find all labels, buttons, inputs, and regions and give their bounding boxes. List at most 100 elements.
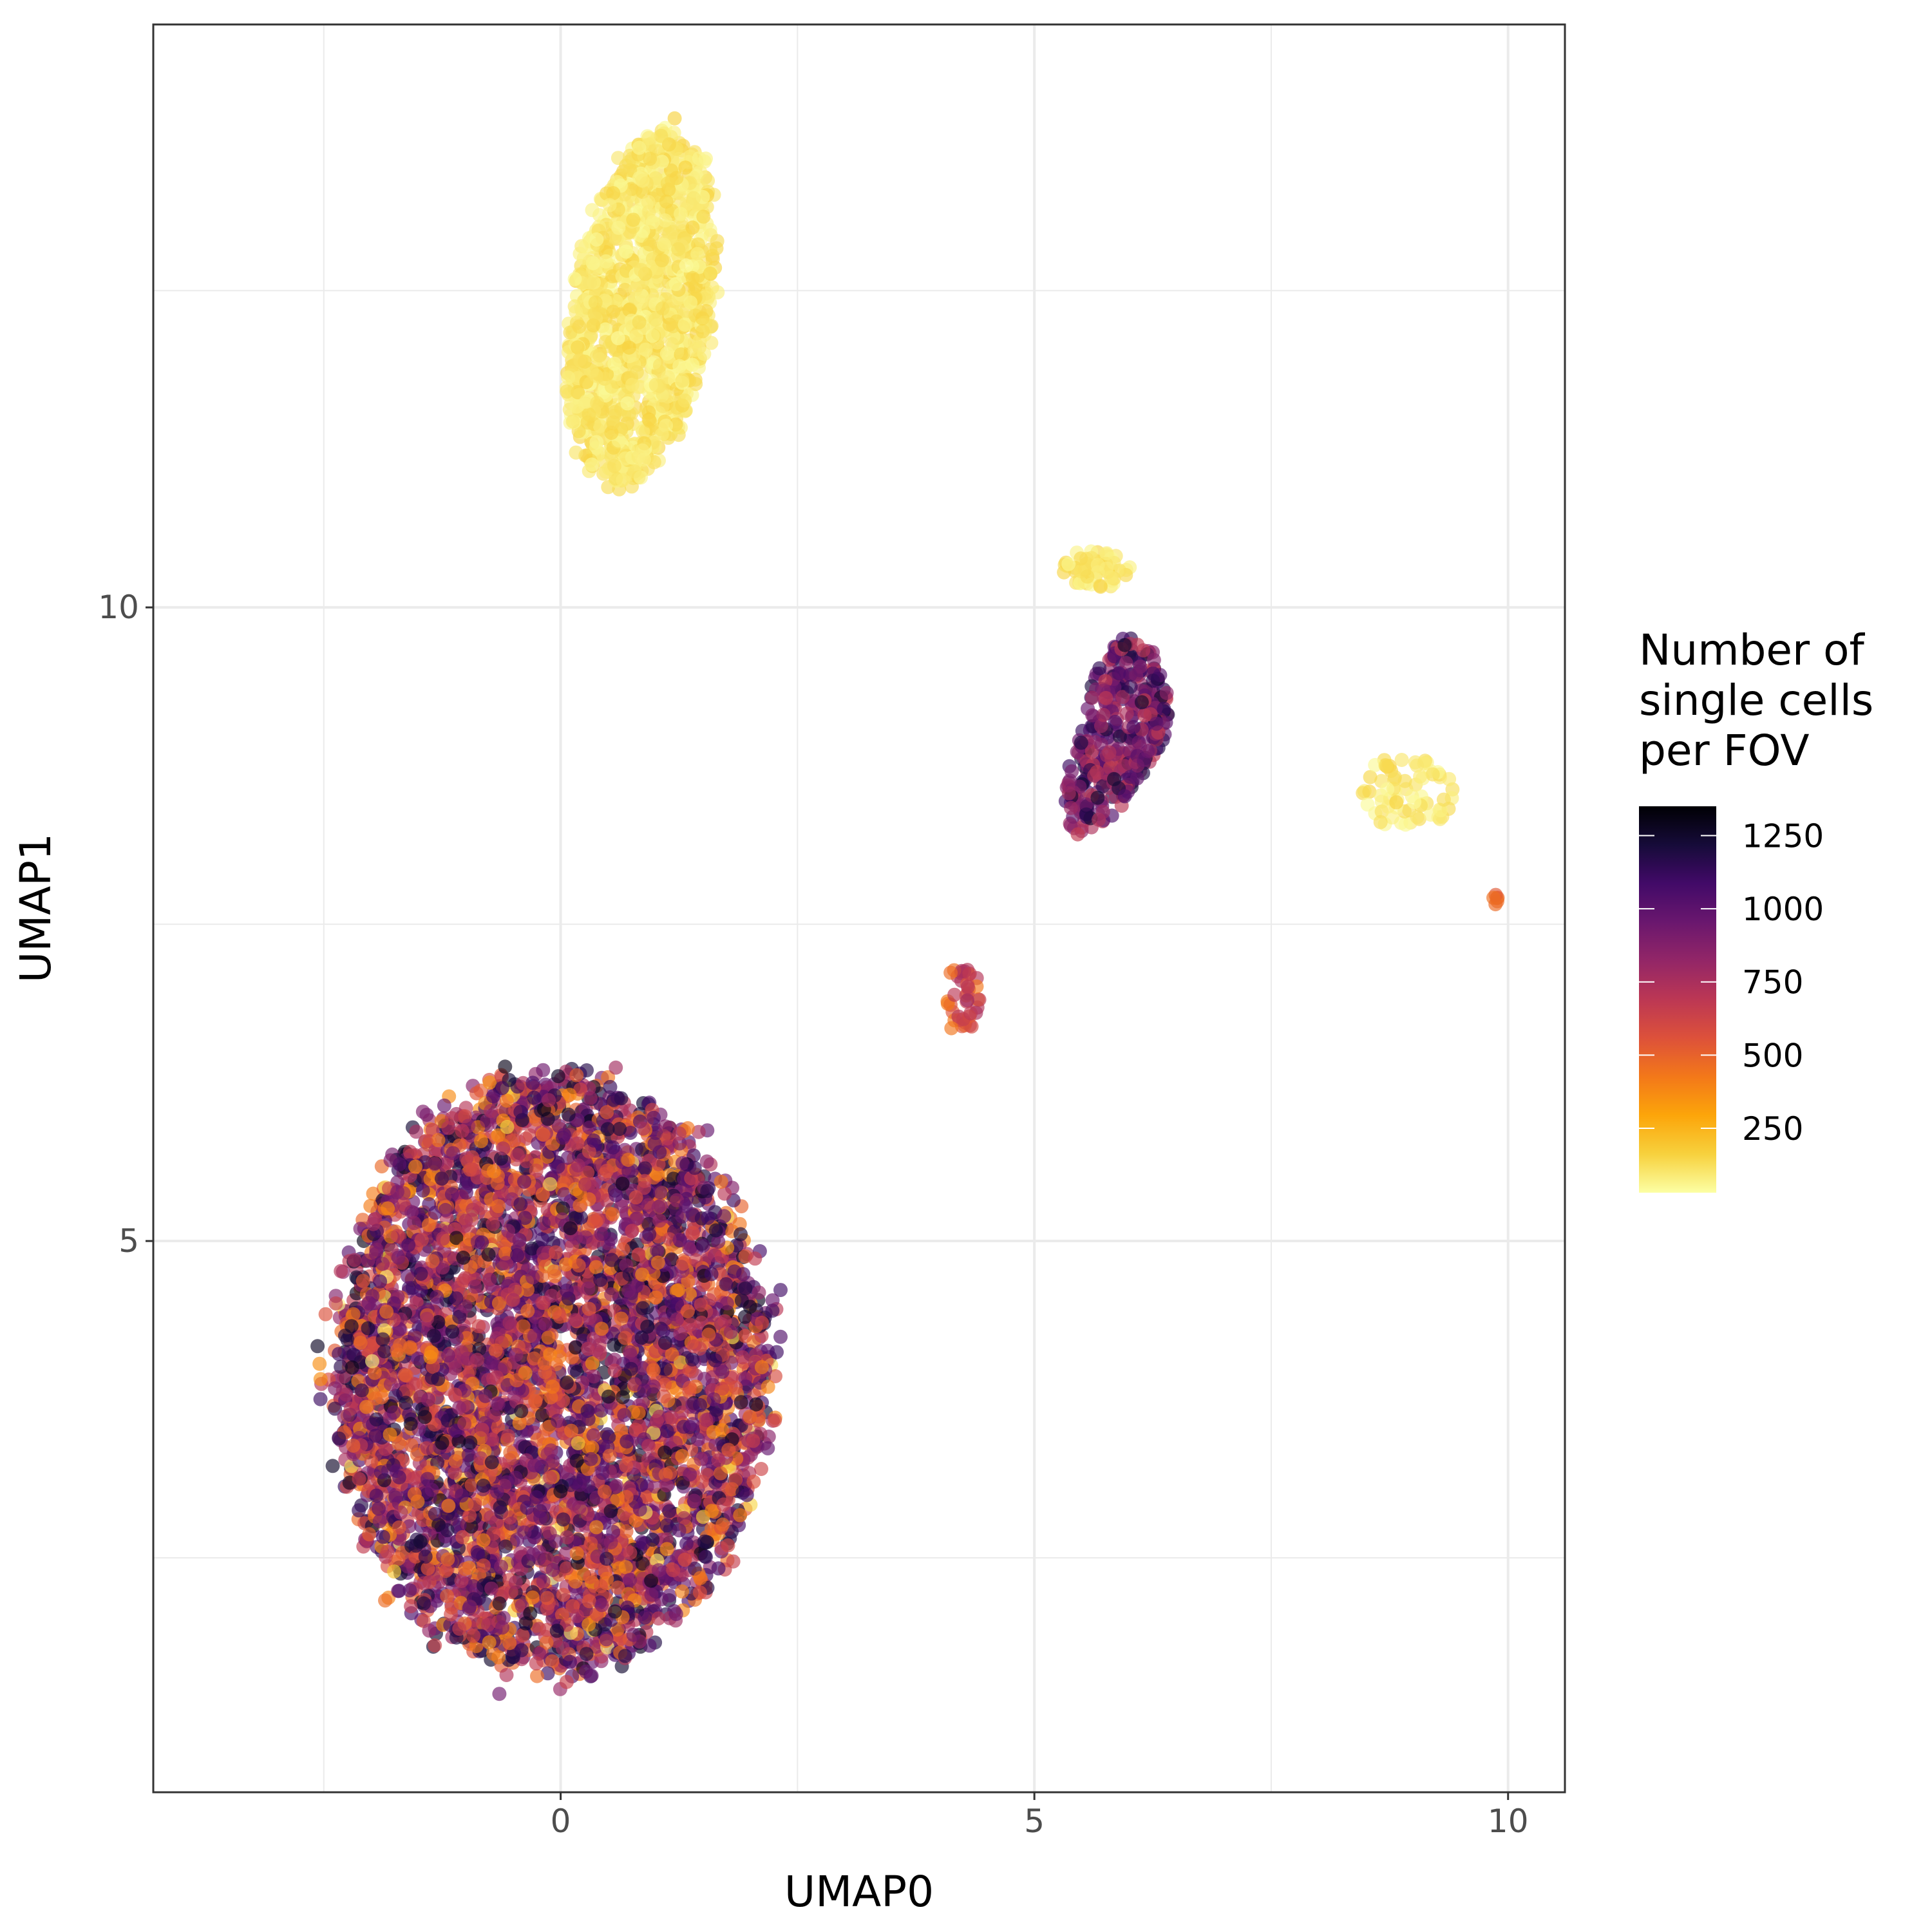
- scatter-point: [325, 1459, 340, 1473]
- scatter-point: [619, 244, 634, 259]
- scatter-point: [696, 209, 711, 224]
- scatter-point: [428, 1638, 442, 1653]
- scatter-point: [667, 126, 681, 140]
- scatter-point: [692, 151, 706, 166]
- scatter-point: [632, 140, 647, 155]
- scatter-point: [334, 1264, 348, 1278]
- scatter-point: [667, 111, 682, 126]
- scatter-point: [378, 1593, 392, 1608]
- scatter-point: [654, 128, 668, 143]
- scatter-point: [643, 413, 657, 428]
- scatter-point: [626, 213, 641, 227]
- scatter-point: [641, 194, 656, 209]
- scatter-point: [634, 1477, 649, 1492]
- scatter-point: [668, 276, 683, 291]
- scatter-point: [589, 440, 603, 455]
- scatter-point: [660, 176, 675, 191]
- scatter-point: [632, 315, 647, 330]
- scatter-point: [635, 173, 650, 188]
- scatter-point: [605, 269, 620, 283]
- scatter-point: [655, 301, 670, 316]
- scatter-point: [571, 340, 585, 355]
- scatter-point: [567, 272, 582, 287]
- scatter-point: [685, 270, 700, 285]
- scatter-point: [654, 253, 669, 268]
- scatter-point: [621, 340, 636, 355]
- scatter-point: [675, 373, 690, 388]
- scatter-point: [592, 419, 607, 433]
- scatter-point: [611, 220, 626, 235]
- scatter-point: [671, 428, 686, 442]
- scatter-point: [687, 191, 701, 205]
- scatter-point: [598, 334, 613, 349]
- scatter-point: [709, 241, 724, 256]
- scatter-point: [561, 370, 576, 385]
- scatter-point: [580, 415, 595, 430]
- scatter-point: [604, 379, 619, 394]
- scatter-point: [492, 1687, 507, 1701]
- scatter-point: [628, 282, 643, 297]
- scatter-points: [310, 111, 1505, 1701]
- scatter-point: [768, 1413, 782, 1428]
- scatter-point: [638, 342, 653, 357]
- scatter-point: [672, 359, 687, 374]
- scatter-point: [671, 242, 686, 256]
- scatter-point: [568, 1340, 583, 1355]
- scatter-point: [618, 1560, 633, 1575]
- scatter-point: [703, 266, 717, 281]
- scatter-point: [565, 414, 580, 429]
- scatter-point: [606, 186, 621, 200]
- scatter-point: [571, 385, 585, 400]
- scatter-point: [659, 194, 674, 209]
- scatter-point: [651, 327, 666, 341]
- scatter-point: [592, 348, 607, 363]
- scatter-point: [572, 319, 587, 334]
- scatter-point: [701, 173, 715, 188]
- scatter-point: [569, 305, 583, 319]
- scatter-point: [634, 295, 649, 309]
- scatter-point: [590, 395, 605, 410]
- scatter-point: [606, 305, 621, 319]
- scatter-point: [674, 207, 688, 222]
- scatter-point: [690, 247, 705, 261]
- scatter-point: [717, 1186, 732, 1201]
- scatter-point: [643, 151, 658, 166]
- scatter-point: [654, 427, 669, 442]
- scatter-point: [579, 394, 593, 409]
- scatter-point: [677, 317, 692, 332]
- scatter-point: [652, 358, 667, 373]
- scatter-point: [636, 424, 650, 439]
- scatter-point: [415, 1104, 430, 1119]
- scatter-point: [576, 251, 591, 265]
- scatter-point: [569, 445, 583, 460]
- scatter-point: [499, 1668, 514, 1682]
- scatter-point: [661, 370, 676, 384]
- scatter-point: [674, 347, 688, 362]
- scatter-point: [607, 459, 621, 473]
- scatter-point: [683, 295, 698, 310]
- scatter-point: [705, 252, 720, 267]
- scatter-point: [685, 220, 700, 235]
- scatter-point: [310, 1339, 325, 1354]
- scatter-point: [606, 415, 621, 430]
- scatter-point: [704, 319, 719, 334]
- scatter-point: [642, 237, 657, 252]
- scatter-point: [620, 396, 635, 411]
- scatter-point: [604, 426, 619, 440]
- scatter-point: [678, 160, 693, 175]
- scatter-point: [658, 213, 672, 228]
- scatter-point: [705, 280, 719, 295]
- scatter-point: [598, 322, 613, 337]
- scatter-point: [602, 198, 617, 213]
- scatter-point: [649, 312, 663, 327]
- scatter-point: [583, 276, 598, 290]
- scatter-point: [482, 1075, 497, 1090]
- scatter-point: [572, 352, 587, 367]
- scatter-point: [677, 393, 692, 408]
- scatter-point: [637, 452, 651, 467]
- scatter-point: [634, 229, 649, 243]
- scatter-point: [679, 258, 694, 273]
- scatter-point: [629, 365, 644, 380]
- scatter-point: [641, 131, 656, 146]
- scatter-point: [616, 473, 630, 488]
